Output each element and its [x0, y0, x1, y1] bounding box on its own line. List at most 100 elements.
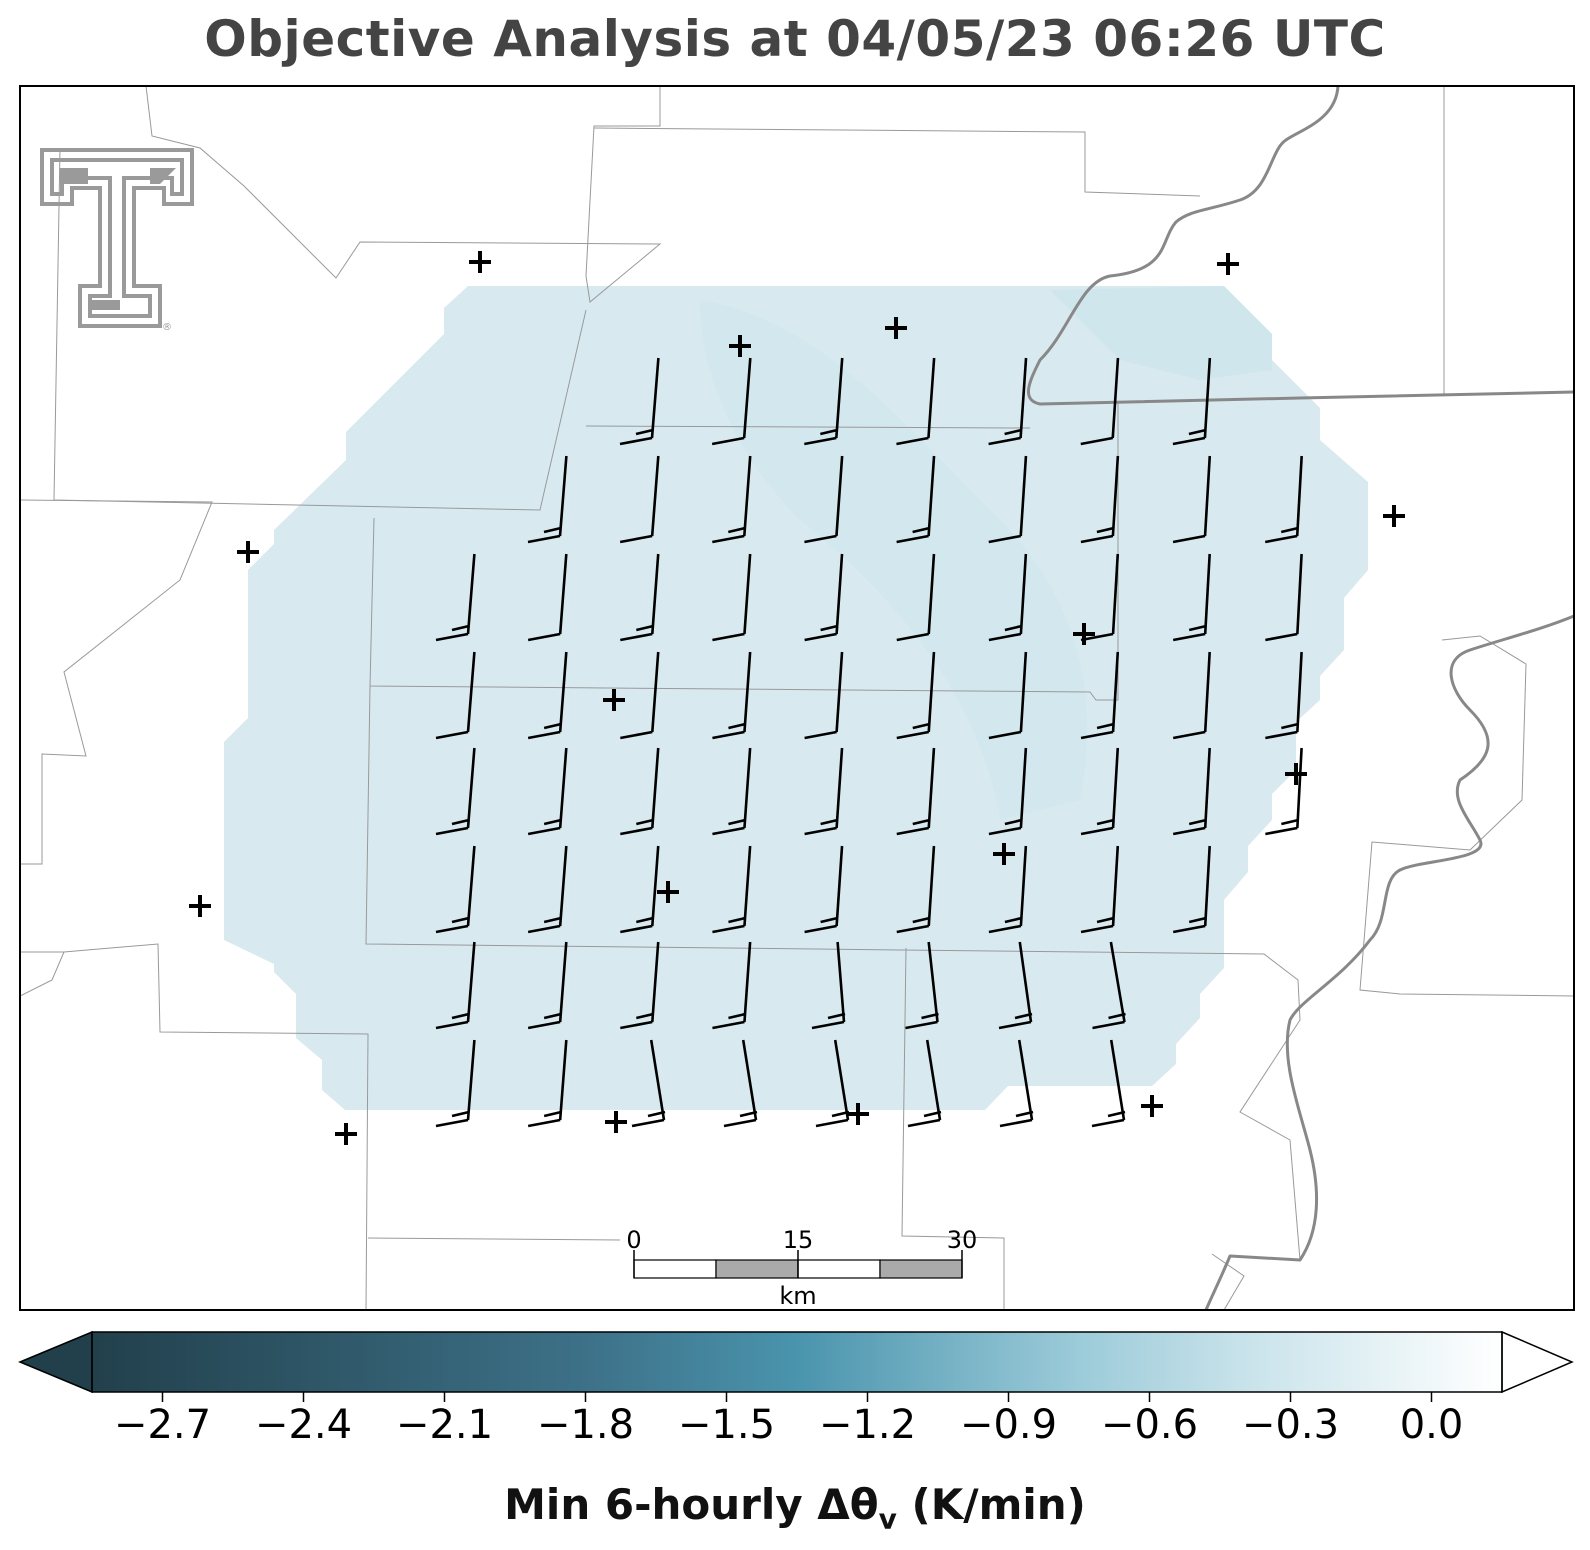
wind-barb	[631, 1039, 666, 1128]
colorbar-tick-label: −0.3	[1242, 1402, 1339, 1448]
wind-barb	[620, 553, 660, 642]
colorbar-tick-label: −2.1	[396, 1402, 493, 1448]
station-marker	[189, 895, 211, 917]
wind-barb	[435, 941, 476, 1030]
wind-barb	[723, 1039, 758, 1128]
wind-barb	[896, 651, 936, 740]
wind-barb	[527, 845, 568, 934]
map-border	[19, 85, 1575, 1311]
wind-barb	[896, 747, 936, 836]
county-lines	[20, 86, 1574, 1310]
wind-barb	[711, 357, 752, 446]
colorbar-label: Min 6-hourly Δθv (K/min)	[0, 1480, 1590, 1535]
wind-barb	[998, 941, 1033, 1030]
wind-barb	[620, 747, 660, 836]
wind-barb	[1265, 747, 1303, 836]
wind-barb	[1172, 553, 1211, 642]
wind-barb	[1172, 357, 1212, 446]
wind-barb	[1080, 845, 1120, 934]
wind-barb	[1091, 1039, 1126, 1128]
wind-barb	[620, 651, 660, 740]
wind-barb	[907, 1039, 942, 1128]
colorbar-extend-low	[18, 1330, 93, 1394]
station-marker	[335, 1123, 357, 1145]
colorbar-tick-label: −2.4	[255, 1402, 352, 1448]
wind-barb	[988, 845, 1028, 934]
station-marker	[237, 541, 259, 563]
wind-barb	[620, 941, 660, 1030]
station-marker	[885, 317, 907, 339]
station-marker	[1217, 253, 1239, 275]
wind-barb	[435, 845, 476, 934]
wind-barb	[896, 845, 936, 934]
wind-barb	[804, 357, 844, 446]
scale-unit: km	[779, 1282, 816, 1310]
colorbar-label-text: Min 6-hourly Δθ	[504, 1480, 879, 1529]
wind-barb	[804, 747, 844, 836]
colorbar-tick-label: −2.7	[114, 1402, 211, 1448]
scale-tick-0: 0	[626, 1226, 641, 1254]
colorbar-gradient	[92, 1332, 1502, 1392]
station-marker	[729, 335, 751, 357]
station-marker	[847, 1103, 869, 1125]
wind-barb	[527, 651, 568, 740]
wind-barb	[1080, 553, 1120, 642]
wind-barb	[527, 455, 568, 544]
wind-barb	[811, 941, 846, 1030]
station-marker	[605, 1111, 627, 1133]
map-canvas: ® 0 15 30 km −2.7 −2.4 −2.1 −1.8 −1.5 −1.2 −0.…	[18, 85, 1575, 1448]
wind-barb	[804, 845, 844, 934]
station-marker	[1141, 1095, 1163, 1117]
station-marker	[993, 843, 1015, 865]
wind-barb	[527, 747, 568, 836]
scale-tick-15: 15	[783, 1226, 814, 1254]
colorbar-tick-label: −1.8	[537, 1402, 634, 1448]
wind-barb	[1265, 651, 1303, 740]
wind-barb	[435, 1039, 476, 1128]
logo-registered-mark: ®	[162, 322, 172, 333]
wind-barb	[527, 1039, 568, 1128]
wind-barb	[896, 553, 936, 642]
scale-bar: 0 15 30 km	[626, 1226, 977, 1310]
colorbar-tick-label: 0.0	[1400, 1402, 1464, 1448]
wind-barb	[712, 651, 752, 740]
wind-barb	[988, 357, 1028, 446]
station-marker	[1073, 623, 1095, 645]
wind-barb	[712, 941, 752, 1030]
colorbar-tick-label: −1.5	[678, 1402, 775, 1448]
wind-barb	[988, 747, 1028, 836]
wind-barb	[527, 553, 568, 642]
wind-barb	[1172, 845, 1211, 934]
colorbar-label-subscript: v	[878, 1502, 897, 1536]
colorbar-extend-high	[1501, 1330, 1574, 1394]
state-boundaries	[1026, 86, 1574, 1310]
wind-barb	[712, 747, 752, 836]
analysis-field	[224, 286, 1368, 1110]
map-title: Objective Analysis at 04/05/23 06:26 UTC	[204, 10, 1386, 68]
wind-barb	[1080, 747, 1120, 836]
wind-barb	[896, 357, 936, 446]
field-shade-ne	[1050, 286, 1272, 380]
wind-barb	[1172, 747, 1211, 836]
wind-barb	[896, 455, 936, 544]
station-marker	[1383, 505, 1405, 527]
wind-barb	[527, 941, 568, 1030]
wind-barb	[988, 651, 1028, 740]
wind-barb	[712, 553, 752, 642]
wind-barb	[1080, 357, 1120, 446]
wind-barb	[619, 357, 660, 446]
wind-barb	[1080, 455, 1120, 544]
station-marker	[469, 251, 491, 273]
wind-barbs	[435, 357, 1303, 1128]
wind-barb	[905, 941, 939, 1030]
wind-barb	[1264, 455, 1303, 544]
wind-barb	[435, 747, 476, 836]
station-marker	[657, 881, 679, 903]
colorbar-tick-label: −0.6	[1101, 1402, 1198, 1448]
field-shade-center	[700, 300, 1088, 820]
colorbar: −2.7 −2.4 −2.1 −1.8 −1.5 −1.2 −0.9 −0.6 −0.3 0.0	[18, 1330, 1574, 1448]
wind-barb	[988, 553, 1028, 642]
wind-barb	[435, 651, 476, 740]
colorbar-tick-label: −1.2	[819, 1402, 916, 1448]
station-markers	[189, 251, 1405, 1145]
